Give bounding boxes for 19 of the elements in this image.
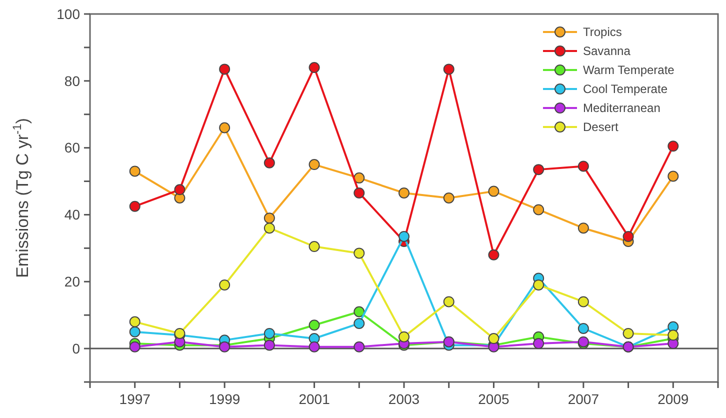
- x-tick-label: 1997: [119, 391, 151, 407]
- y-tick-label: 0: [72, 340, 80, 356]
- x-tick-label: 2001: [298, 391, 330, 407]
- y-tick-label: 100: [56, 6, 80, 22]
- x-tick-label: 2009: [658, 391, 689, 407]
- y-tick-label: 80: [64, 72, 80, 89]
- x-tick-label: 2003: [388, 391, 420, 407]
- x-tick-label: 2005: [478, 391, 510, 407]
- x-tick-label: 1999: [208, 391, 240, 407]
- legend-label: Desert: [583, 120, 620, 134]
- legend-label: Tropics: [583, 25, 622, 40]
- legend-label: Mediterranean: [583, 101, 660, 116]
- legend-label: Warm Temperate: [583, 63, 675, 78]
- x-tick-label: 2007: [568, 391, 600, 407]
- y-tick-label: 40: [64, 206, 80, 223]
- y-tick-label: 60: [64, 140, 80, 156]
- legend-label: Cool Temperate: [583, 82, 668, 96]
- legend-label: Savanna: [583, 44, 631, 58]
- y-tick-label: 20: [64, 274, 80, 290]
